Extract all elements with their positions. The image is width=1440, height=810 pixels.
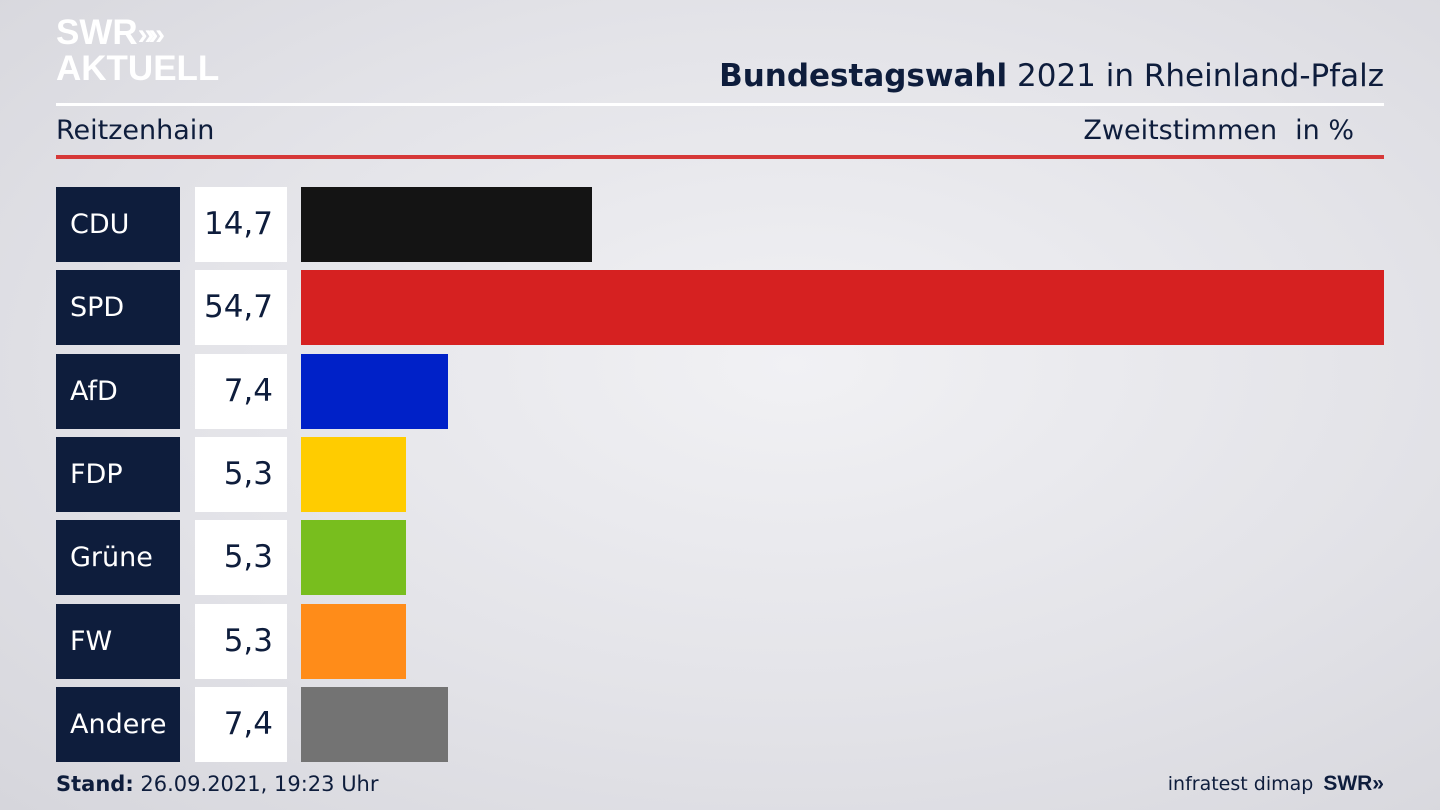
unit-label: in % [1295,115,1354,146]
metric-info: Zweitstimmen in % [1083,115,1354,146]
metric-label: Zweitstimmen [1083,115,1278,146]
bar-fdp [301,437,406,512]
bar-fw [301,604,406,679]
logo-chevrons: » [137,18,155,51]
party-label: SPD [56,270,180,345]
chart-title: Bundestagswahl 2021 in Rheinland-Pfalz [719,58,1384,94]
logo-text-aktuell: AKTUELL [56,49,220,88]
party-label: FDP [56,437,180,512]
chart-title-rest: 2021 in Rheinland-Pfalz [1017,58,1384,94]
chart-title-bold: Bundestagswahl [719,58,1008,94]
party-label: Andere [56,687,180,762]
party-label: AfD [56,354,180,429]
header-divider [56,103,1384,106]
source-credit: infratest dimap SWR» [1168,772,1384,796]
bar-andere [301,687,448,762]
swr-aktuell-logo: SWR»» AKTUELL [56,13,220,88]
value-label: 14,7 [195,187,287,262]
value-label: 7,4 [195,687,287,762]
bar-spd [301,270,1384,345]
source-label: infratest dimap [1167,773,1314,795]
party-label: FW [56,604,180,679]
value-label: 5,3 [195,604,287,679]
bar-grne [301,520,406,595]
region-name: Reitzenhain [56,115,215,146]
swr-brand: SWR» [1323,772,1384,795]
timestamp: Stand: 26.09.2021, 19:23 Uhr [56,772,379,796]
value-label: 7,4 [195,354,287,429]
bar-cdu [301,187,592,262]
stand-value: 26.09.2021, 19:23 Uhr [140,772,379,796]
logo-text-swr: SWR [56,13,138,52]
stand-label: Stand: [56,772,134,796]
value-label: 5,3 [195,520,287,595]
bar-afd [301,354,448,429]
accent-divider [56,155,1384,159]
value-label: 5,3 [195,437,287,512]
value-label: 54,7 [195,270,287,345]
party-label: CDU [56,187,180,262]
logo-chevrons-2: » [148,18,165,51]
party-label: Grüne [56,520,180,595]
